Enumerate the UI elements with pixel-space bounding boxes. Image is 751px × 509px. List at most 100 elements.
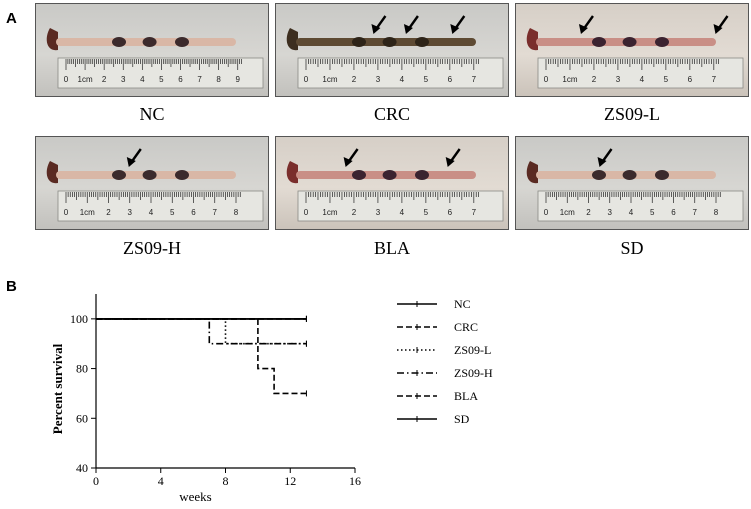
ruler-label: 8	[234, 208, 239, 217]
ruler-label: 5	[159, 75, 164, 84]
ruler-label: 4	[629, 208, 634, 217]
tumor-arrow-icon	[578, 15, 594, 34]
colon-specimen	[46, 28, 236, 51]
ruler-label: 9	[236, 75, 241, 84]
ruler-label: 7	[197, 75, 202, 84]
ruler-label: 2	[592, 75, 597, 84]
x-tick-label: 12	[284, 474, 296, 488]
ruler-label: 3	[616, 75, 621, 84]
ruler-label: 3	[128, 208, 133, 217]
legend-label: CRC	[454, 320, 478, 334]
ruler-label: 2	[352, 75, 357, 84]
ruler-label: 6	[448, 208, 453, 217]
ruler-label: 6	[448, 75, 453, 84]
tumor-arrow-icon	[403, 15, 419, 34]
caption-sd: SD	[620, 238, 644, 258]
ruler-label: 4	[149, 208, 154, 217]
y-tick-label: 40	[76, 461, 88, 475]
ruler: 0 1cm 2 3 4 5 6 7 8	[57, 190, 264, 222]
caption-nc: NC	[139, 104, 165, 124]
legend-label: ZS09-H	[454, 366, 493, 380]
ruler-label: 6	[178, 75, 183, 84]
panel-a-label: A	[6, 10, 17, 27]
ruler-label: 2	[106, 208, 111, 217]
series-line-zs09-l	[96, 318, 307, 345]
ruler: 0 1cm 2 3 4 5 6 7 8	[537, 190, 744, 222]
ruler-label: 2	[102, 75, 107, 84]
legend-label: ZS09-L	[454, 343, 491, 357]
ruler-label: 4	[400, 75, 405, 84]
ruler-label: 0	[64, 208, 69, 217]
ruler-label: 0	[304, 75, 309, 84]
legend-label: NC	[454, 297, 471, 311]
x-axis-label: weeks	[179, 489, 212, 504]
colon-photo-zs09-h: 0 1cm 2 3 4 5 6 7 8	[35, 136, 269, 230]
colon-photo-crc: 0 1cm 2 3 4 5 6 7	[275, 3, 509, 97]
ruler-label: 8	[714, 208, 719, 217]
tumor-arrow-icon	[445, 148, 461, 167]
ruler-label: 1cm	[560, 208, 575, 217]
tumor-arrow-icon	[713, 15, 729, 34]
colon-specimen	[286, 161, 476, 184]
ruler-label: 1cm	[562, 75, 577, 84]
ruler-label: 6	[191, 208, 196, 217]
ruler-label: 4	[640, 75, 645, 84]
ruler-label: 2	[352, 208, 357, 217]
ruler-label: 4	[400, 208, 405, 217]
tumor-arrow-icon	[450, 15, 466, 34]
ruler: 0 1cm 2 3 4 5 6 7	[297, 57, 504, 89]
ruler-label: 3	[376, 208, 381, 217]
y-axis-label: Percent survival	[50, 343, 65, 434]
series-line-crc	[96, 318, 307, 395]
ruler-label: 5	[664, 75, 669, 84]
ruler-label: 7	[693, 208, 698, 217]
caption-zs09-l: ZS09-L	[604, 104, 660, 124]
legend-label: SD	[454, 412, 470, 426]
ruler-label: 1cm	[322, 208, 337, 217]
ruler-label: 4	[140, 75, 145, 84]
ruler-label: 6	[688, 75, 693, 84]
tumor-arrow-icon	[371, 15, 387, 34]
caption-bla: BLA	[374, 238, 410, 258]
ruler: 0 1cm 2 3 4 5 6 7	[297, 190, 504, 222]
ruler-label: 3	[376, 75, 381, 84]
ruler-label: 5	[424, 75, 429, 84]
ruler-label: 7	[472, 75, 477, 84]
ruler-label: 1cm	[80, 208, 95, 217]
ruler-label: 1cm	[78, 75, 93, 84]
x-tick-label: 4	[158, 474, 164, 488]
x-tick-label: 8	[223, 474, 229, 488]
ruler-label: 3	[121, 75, 126, 84]
colon-specimen	[286, 28, 476, 51]
ruler: 0 1cm 2 3 4 5 6 7 8 9	[57, 57, 264, 89]
ruler-label: 3	[608, 208, 613, 217]
survival-chart: 0 4 8 12 16 40 60 80 100 weeks Percent survival NC…	[50, 294, 493, 504]
colon-specimen	[526, 28, 716, 51]
colon-specimen	[46, 161, 236, 184]
ruler-label: 6	[671, 208, 676, 217]
colon-specimen	[526, 161, 716, 184]
ruler: 0 1cm 2 3 4 5 6 7	[537, 57, 744, 89]
colon-photo-bla: 0 1cm 2 3 4 5 6 7	[275, 136, 509, 230]
colon-photo-zs09-l: 0 1cm 2 3 4 5 6 7	[515, 3, 749, 97]
ruler-label: 2	[586, 208, 591, 217]
ruler-label: 0	[304, 208, 309, 217]
ruler-label: 5	[650, 208, 655, 217]
y-tick-label: 60	[76, 411, 88, 425]
ruler-label: 0	[64, 75, 69, 84]
ruler-label: 5	[170, 208, 175, 217]
tumor-arrow-icon	[597, 148, 613, 167]
legend-label: BLA	[454, 389, 478, 403]
ruler-label: 7	[213, 208, 218, 217]
y-tick-label: 80	[76, 362, 88, 376]
x-tick-label: 16	[349, 474, 361, 488]
ruler-label: 5	[424, 208, 429, 217]
x-tick-label: 0	[93, 474, 99, 488]
tumor-arrow-icon	[343, 148, 359, 167]
colon-photo-nc: 0 1cm 2 3 4 5 6 7 8 9	[35, 3, 269, 97]
ruler-label: 8	[216, 75, 221, 84]
caption-crc: CRC	[373, 104, 411, 124]
caption-zs09-h: ZS09-H	[123, 238, 181, 258]
ruler-label: 7	[712, 75, 717, 84]
tumor-arrow-icon	[126, 148, 142, 167]
